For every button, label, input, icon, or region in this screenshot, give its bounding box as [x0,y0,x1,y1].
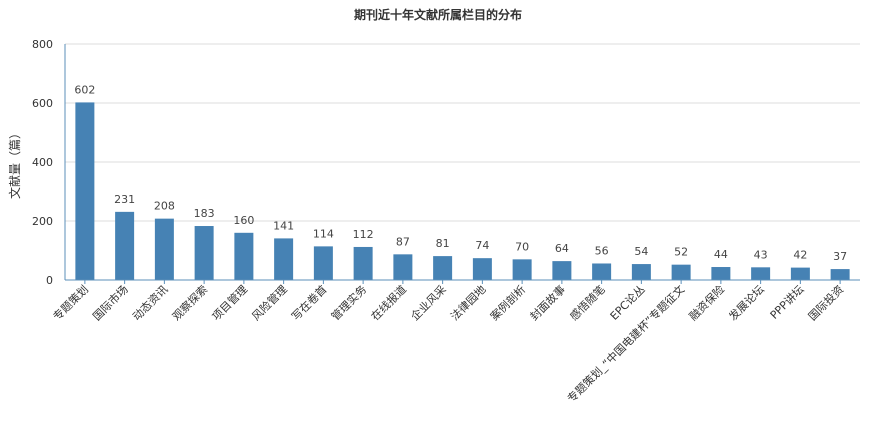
bar [313,246,333,280]
bar [790,267,810,280]
bar [353,246,373,280]
bar [671,264,691,280]
labels: 0 200 400 600 800 602 专题策划 231 国际市场 208 动态资讯 183 观察探… [32,38,847,405]
bar-value-label: 81 [436,237,450,250]
axes [64,44,860,284]
bar-value-label: 87 [396,235,410,248]
bar [115,211,135,280]
bar [830,269,850,280]
x-category-label: PPP讲坛 [767,282,807,322]
bar [234,232,254,280]
bar [751,267,771,280]
y-tick-label: 800 [32,38,53,51]
x-category-label: 在线报道 [368,282,409,323]
bar-value-label: 43 [754,248,768,261]
bar [274,238,294,280]
x-category-label: 动态资讯 [130,283,170,323]
x-category-label: 项目管理 [209,282,250,323]
bar-value-label: 141 [273,219,294,232]
bar-value-label: 64 [555,242,569,255]
x-category-label: 法律园地 [447,282,488,323]
x-category-label: 管理实务 [328,282,369,323]
bar-value-label: 231 [114,193,135,206]
bar [592,263,612,280]
bar [75,102,95,280]
chart-title: 期刊近十年文献所属栏目的分布 [353,8,522,22]
x-category-label: 观察探索 [169,282,210,323]
x-category-label: 融资保险 [686,282,727,323]
x-category-label: 风险管理 [249,282,290,323]
x-category-label: 专题策划 [50,282,91,323]
x-category-label: 国际投资 [805,282,846,323]
bar-value-label: 70 [515,240,529,253]
y-tick-label: 200 [32,215,53,228]
y-axis-title: 文献量（篇） [7,127,22,199]
bar [631,264,651,280]
x-category-label: 发展论坛 [726,282,767,323]
x-category-label: 写在卷首 [288,282,329,323]
bar-value-label: 114 [313,227,334,240]
bar [552,261,572,280]
bar [433,256,453,280]
y-tick-label: 0 [46,274,53,287]
bar-value-label: 37 [833,250,847,263]
bar-value-label: 44 [714,248,728,261]
y-tick-label: 400 [32,156,53,169]
bar [711,267,731,280]
x-category-label: 企业风采 [408,282,449,323]
bar-value-label: 52 [674,246,688,259]
bar [194,226,214,280]
x-category-label: 感悟随笔 [567,282,608,323]
bar-value-label: 54 [634,245,648,258]
bar [512,259,532,280]
bar [154,218,174,280]
bar-value-label: 208 [154,200,175,213]
bar-value-label: 183 [194,207,215,220]
bar [393,254,413,280]
grid-lines [65,43,860,222]
x-category-label: 封面故事 [527,282,568,323]
bar [472,258,492,280]
x-category-label: EPC论丛 [607,282,647,322]
bar-value-label: 74 [475,239,489,252]
y-tick-label: 600 [32,97,53,110]
bar-value-label: 602 [74,83,95,96]
x-category-label: 国际市场 [90,282,131,323]
bar-value-label: 42 [793,249,807,262]
bar-value-label: 112 [353,228,374,241]
bars [75,102,850,280]
bar-value-label: 160 [233,214,254,227]
bar-value-label: 56 [595,244,609,257]
x-category-label: 案例剖析 [487,282,528,323]
